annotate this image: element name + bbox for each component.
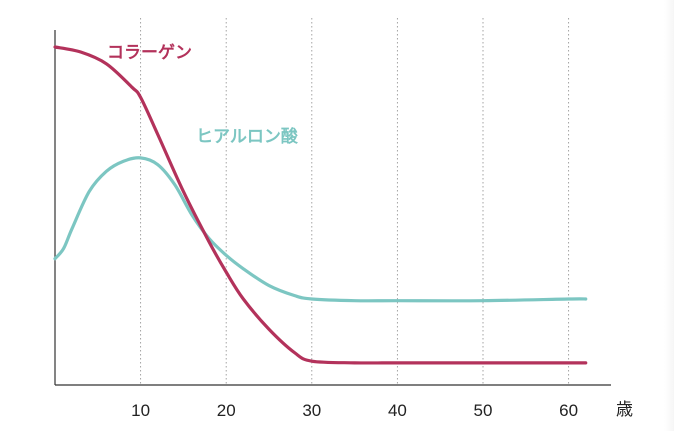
series-line-collagen [53,45,588,365]
series-label-hyaluronic-acid: ヒアルロン酸 [196,126,299,147]
x-axis-unit-label: 歳 [616,400,633,420]
x-tick-label-10: 10 [131,401,150,420]
series-line-hyaluronic-acid [53,156,588,303]
series-lines [53,45,588,365]
x-tick-label-60: 60 [559,401,578,420]
x-tick-label-20: 20 [217,401,236,420]
x-tick-label-50: 50 [474,401,493,420]
x-tick-labels: 10 20 30 40 50 60 [131,401,578,420]
grid-lines [140,18,570,385]
x-tick-label-30: 30 [302,401,321,420]
series-label-collagen: コラーゲン [107,42,192,63]
x-tick-label-40: 40 [388,401,407,420]
